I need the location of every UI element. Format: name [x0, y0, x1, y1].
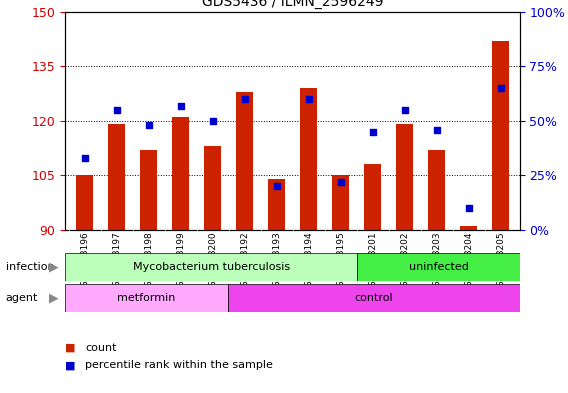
Text: GSM1378201: GSM1378201 [368, 231, 377, 292]
Bar [396, 125, 414, 230]
Point [240, 96, 249, 102]
Bar [108, 125, 126, 230]
Bar [140, 150, 157, 230]
Point [80, 155, 89, 161]
Text: GSM1378196: GSM1378196 [80, 231, 89, 292]
Point [304, 96, 313, 102]
Bar [357, 253, 520, 281]
Text: GSM1378192: GSM1378192 [240, 231, 249, 292]
Text: GSM1378202: GSM1378202 [400, 231, 409, 292]
Bar [65, 284, 228, 312]
Point [368, 129, 377, 135]
Text: GSM1378204: GSM1378204 [464, 231, 473, 292]
Text: control: control [354, 293, 393, 303]
Bar [460, 226, 477, 230]
Bar [172, 117, 189, 230]
Title: GDS5436 / ILMN_2596249: GDS5436 / ILMN_2596249 [202, 0, 383, 9]
Text: uninfected: uninfected [408, 262, 469, 272]
Text: ■: ■ [65, 360, 76, 371]
Text: ▶: ▶ [49, 292, 59, 305]
Text: GSM1378199: GSM1378199 [176, 231, 185, 292]
Point [336, 179, 345, 185]
Point [208, 118, 217, 124]
Bar [76, 175, 93, 230]
Bar [268, 179, 285, 230]
Text: Mycobacterium tuberculosis: Mycobacterium tuberculosis [133, 262, 290, 272]
Bar [428, 150, 445, 230]
Text: GSM1378194: GSM1378194 [304, 231, 313, 292]
Text: GSM1378195: GSM1378195 [336, 231, 345, 292]
Point [496, 85, 505, 91]
Text: GSM1378205: GSM1378205 [496, 231, 505, 292]
Bar [300, 88, 318, 230]
Bar [364, 164, 381, 230]
Bar [65, 253, 357, 281]
Bar [204, 146, 222, 230]
Text: count: count [85, 343, 116, 353]
Text: agent: agent [6, 293, 38, 303]
Text: GSM1378200: GSM1378200 [208, 231, 217, 292]
Point [432, 127, 441, 133]
Point [176, 103, 185, 109]
Text: GSM1378203: GSM1378203 [432, 231, 441, 292]
Bar [492, 41, 509, 230]
Text: percentile rank within the sample: percentile rank within the sample [85, 360, 273, 371]
Point [144, 122, 153, 129]
Bar [236, 92, 253, 230]
Point [112, 107, 121, 113]
Text: GSM1378197: GSM1378197 [112, 231, 121, 292]
Text: ▶: ▶ [49, 260, 59, 274]
Text: GSM1378198: GSM1378198 [144, 231, 153, 292]
Text: ■: ■ [65, 343, 76, 353]
Bar [332, 175, 349, 230]
Text: metformin: metformin [117, 293, 176, 303]
Point [400, 107, 409, 113]
Text: GSM1378193: GSM1378193 [272, 231, 281, 292]
Text: infection: infection [6, 262, 55, 272]
Point [272, 183, 281, 189]
Point [464, 205, 473, 211]
Bar [228, 284, 520, 312]
